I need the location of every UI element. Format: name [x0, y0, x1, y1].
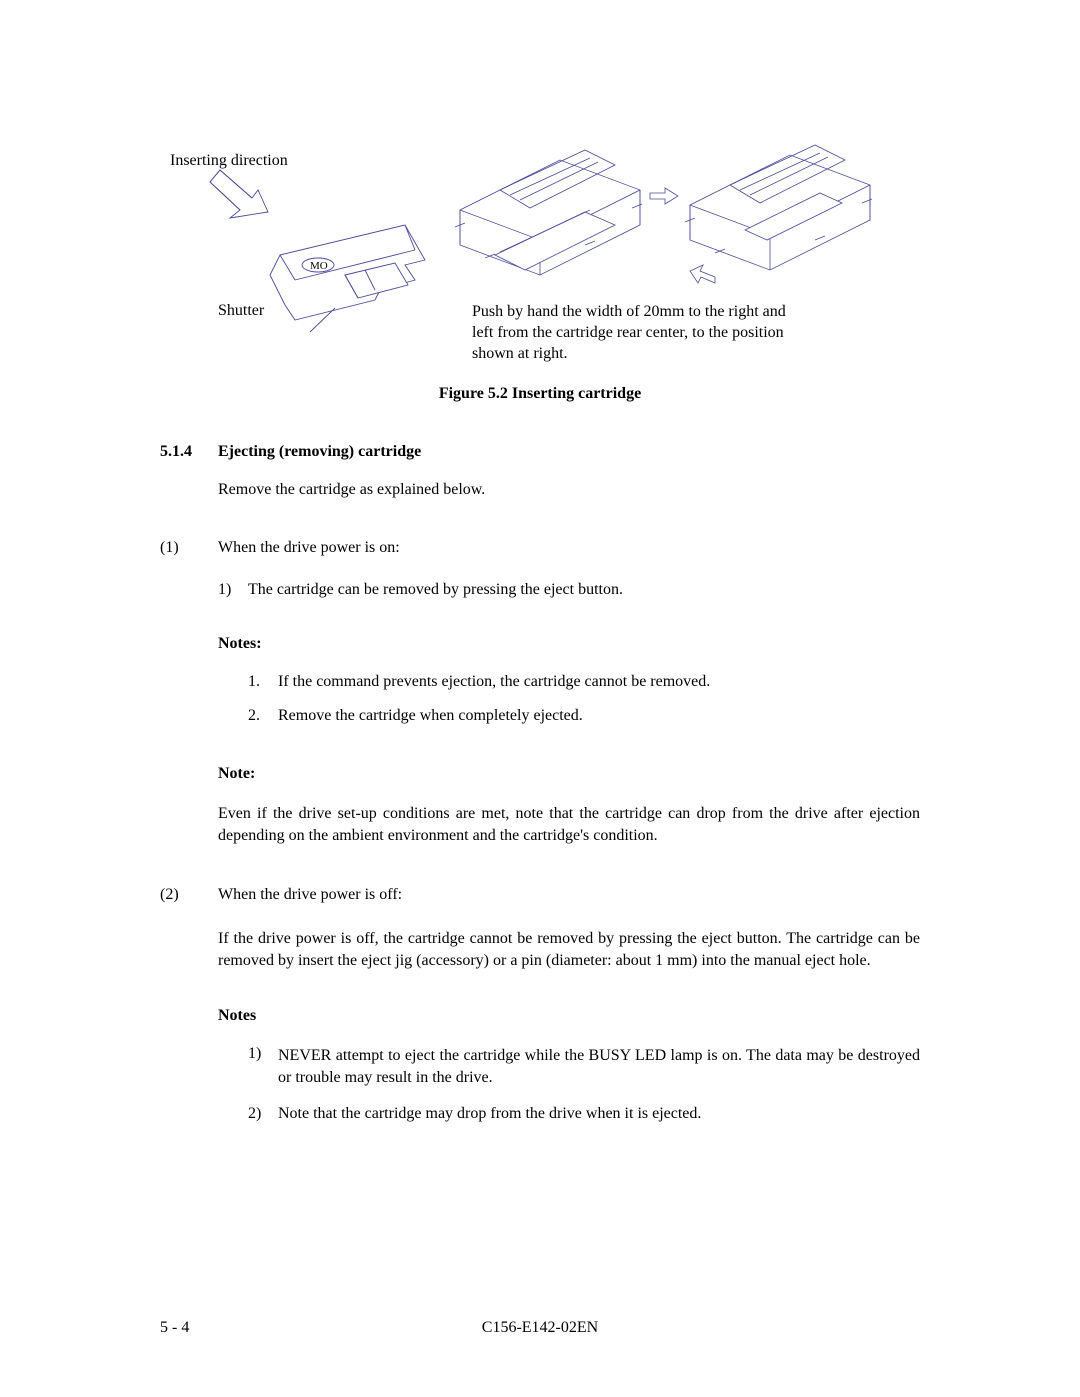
section-title: Ejecting (removing) cartridge: [218, 443, 421, 461]
note-item-label: 1): [248, 1045, 278, 1088]
mo-label: MO: [310, 260, 328, 272]
note-body: Even if the drive set-up conditions are …: [218, 803, 920, 846]
note-item-label: 2): [248, 1105, 278, 1123]
enum-label: (2): [160, 886, 218, 904]
note-item-text: NEVER attempt to eject the cartridge whi…: [278, 1045, 920, 1088]
notes-heading: Notes: [218, 1007, 920, 1025]
subenum-text: The cartridge can be removed by pressing…: [248, 581, 623, 599]
document-id: C156-E142-02EN: [160, 1319, 920, 1337]
figure-caption: Figure 5.2 Inserting cartridge: [160, 385, 920, 403]
subenum-label: 1): [218, 581, 248, 599]
note-item-text: Note that the cartridge may drop from th…: [278, 1105, 701, 1123]
note-item-text: Remove the cartridge when completely eje…: [278, 707, 583, 725]
enum-body-paragraph: If the drive power is off, the cartridge…: [218, 928, 920, 971]
enum-text: When the drive power is off:: [218, 886, 920, 904]
figure-caption-text: Push by hand the width of 20mm to the ri…: [472, 302, 792, 364]
note-item-text: If the command prevents ejection, the ca…: [278, 673, 710, 691]
figure-5-2: Inserting direction MO: [160, 130, 920, 385]
note-heading: Note:: [218, 765, 920, 783]
cartridge-diagram-icon: MO: [190, 160, 460, 360]
notes-heading: Notes:: [218, 635, 920, 653]
note-item-label: 2.: [248, 707, 278, 725]
shutter-label: Shutter: [218, 302, 264, 320]
section-intro: Remove the cartridge as explained below.: [218, 481, 920, 499]
note-item-label: 1.: [248, 673, 278, 691]
drive-diagram-icon: [440, 130, 870, 300]
section-number: 5.1.4: [160, 443, 218, 461]
enum-label: (1): [160, 539, 218, 557]
enum-text: When the drive power is on:: [218, 539, 920, 557]
